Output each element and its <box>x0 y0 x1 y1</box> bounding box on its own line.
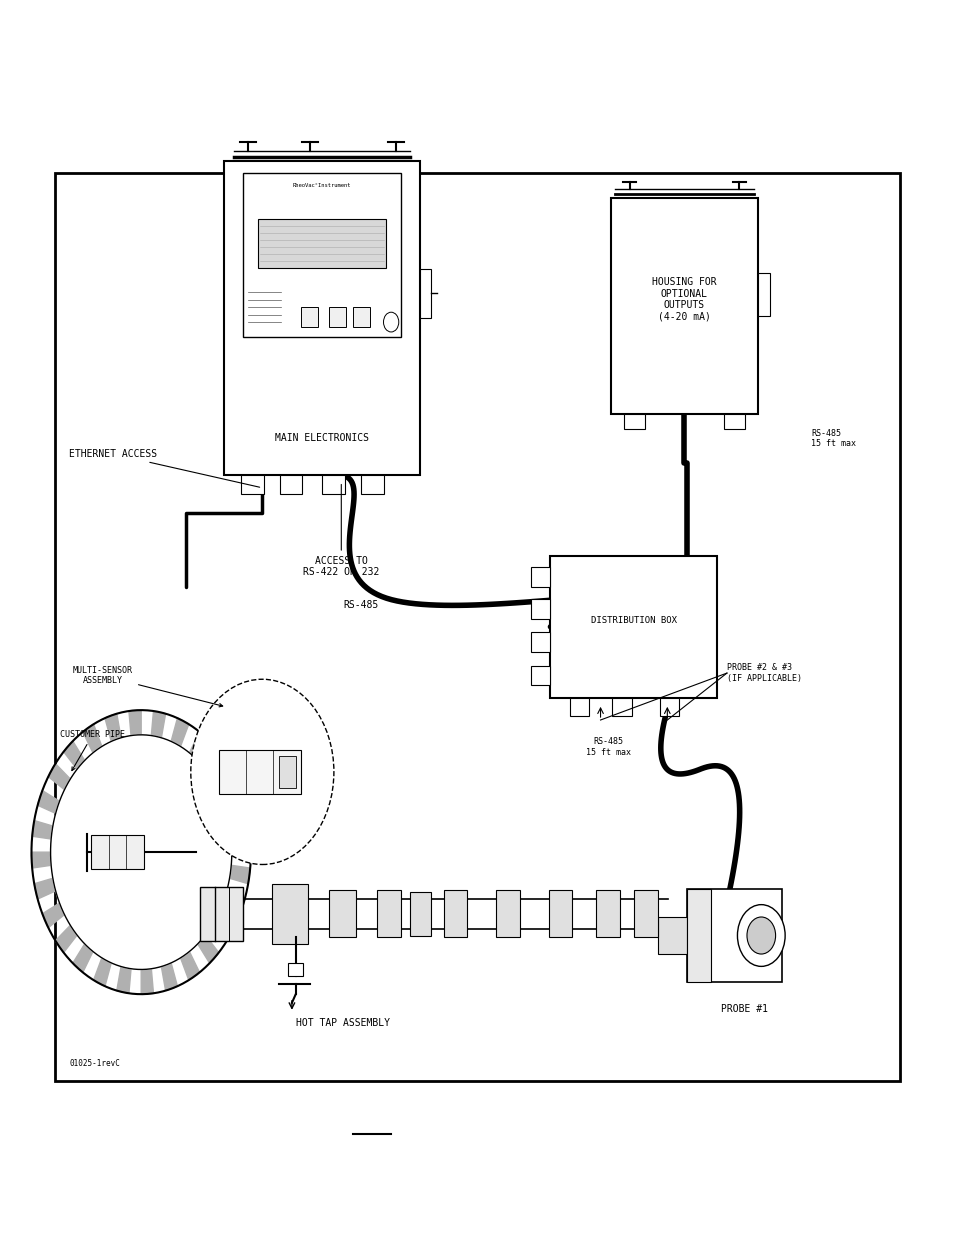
Text: CUSTOMER PIPE: CUSTOMER PIPE <box>60 730 125 771</box>
Text: PROBE #1: PROBE #1 <box>720 1004 767 1014</box>
Bar <box>243 173 400 337</box>
Bar <box>550 556 717 698</box>
Bar <box>548 890 572 937</box>
Polygon shape <box>217 777 240 802</box>
Bar <box>288 963 303 976</box>
Polygon shape <box>34 878 55 899</box>
Bar <box>219 750 300 794</box>
Polygon shape <box>171 718 189 746</box>
Polygon shape <box>190 732 210 761</box>
Polygon shape <box>55 925 77 952</box>
Text: MULTI-SENSOR
ASSEMBLY: MULTI-SENSOR ASSEMBLY <box>73 666 222 706</box>
Polygon shape <box>141 968 153 994</box>
Polygon shape <box>129 710 141 736</box>
Bar <box>376 890 400 937</box>
Bar <box>758 273 769 316</box>
Polygon shape <box>42 903 65 927</box>
Polygon shape <box>205 752 227 779</box>
Bar <box>419 269 431 319</box>
Bar <box>353 308 370 327</box>
Text: RS-485
15 ft max: RS-485 15 ft max <box>810 429 855 448</box>
Bar <box>257 219 386 268</box>
Bar <box>91 835 144 869</box>
Circle shape <box>191 679 334 864</box>
Bar <box>634 890 658 937</box>
Bar <box>200 887 243 941</box>
Bar <box>659 698 679 716</box>
Bar <box>329 308 346 327</box>
Bar <box>658 916 686 953</box>
Polygon shape <box>51 735 232 969</box>
Text: ETHERNET ACCESS: ETHERNET ACCESS <box>69 450 259 488</box>
Bar <box>596 890 619 937</box>
Bar <box>531 567 550 587</box>
Circle shape <box>746 916 775 953</box>
Polygon shape <box>64 741 85 769</box>
Polygon shape <box>72 944 92 972</box>
Text: HOT TAP ASSEMBLY: HOT TAP ASSEMBLY <box>296 1018 390 1028</box>
Bar <box>329 890 355 937</box>
Polygon shape <box>105 714 121 741</box>
Bar <box>569 698 588 716</box>
Text: DISTRIBUTION BOX: DISTRIBUTION BOX <box>590 616 677 625</box>
Circle shape <box>383 312 398 332</box>
Polygon shape <box>31 852 51 868</box>
Bar <box>360 475 383 494</box>
Bar <box>322 475 345 494</box>
Bar <box>531 599 550 619</box>
Polygon shape <box>116 967 131 993</box>
Polygon shape <box>37 790 59 814</box>
Bar <box>443 890 467 937</box>
Text: RS-485: RS-485 <box>343 600 378 610</box>
Bar <box>300 308 317 327</box>
Bar <box>610 198 758 414</box>
Bar <box>410 892 431 936</box>
Polygon shape <box>231 836 251 852</box>
Text: MAIN ELECTRONICS: MAIN ELECTRONICS <box>274 433 369 443</box>
Bar <box>272 884 308 944</box>
Polygon shape <box>83 724 102 753</box>
Bar <box>723 414 744 429</box>
Polygon shape <box>93 958 112 987</box>
Bar <box>531 666 550 685</box>
Text: RS-485
15 ft max: RS-485 15 ft max <box>585 737 631 757</box>
Polygon shape <box>32 820 52 839</box>
Text: ACCESS TO
RS-422 OR 232: ACCESS TO RS-422 OR 232 <box>303 484 379 577</box>
Bar <box>278 756 295 788</box>
Bar <box>623 414 644 429</box>
Polygon shape <box>227 805 248 826</box>
Text: HOUSING FOR
OPTIONAL
OUTPUTS
(4-20 mA): HOUSING FOR OPTIONAL OUTPUTS (4-20 mA) <box>652 277 716 322</box>
Bar <box>686 889 710 982</box>
Text: PROBE #2 & #3
(IF APPLICABLE): PROBE #2 & #3 (IF APPLICABLE) <box>726 663 801 683</box>
Text: 01025-1revC: 01025-1revC <box>70 1060 120 1068</box>
Text: RheoVac°Instrument: RheoVac°Instrument <box>293 183 351 188</box>
Bar <box>686 889 781 982</box>
Polygon shape <box>49 763 71 789</box>
Circle shape <box>737 904 784 966</box>
Bar <box>496 890 519 937</box>
Bar <box>612 698 631 716</box>
Bar <box>279 475 302 494</box>
Polygon shape <box>161 963 177 990</box>
Polygon shape <box>152 711 166 737</box>
Polygon shape <box>230 866 250 884</box>
Polygon shape <box>212 915 233 941</box>
Bar <box>224 161 419 475</box>
Bar <box>531 632 550 652</box>
Polygon shape <box>180 951 199 981</box>
Polygon shape <box>223 890 245 914</box>
Bar <box>241 475 264 494</box>
Bar <box>55 173 899 1081</box>
Polygon shape <box>197 935 218 963</box>
